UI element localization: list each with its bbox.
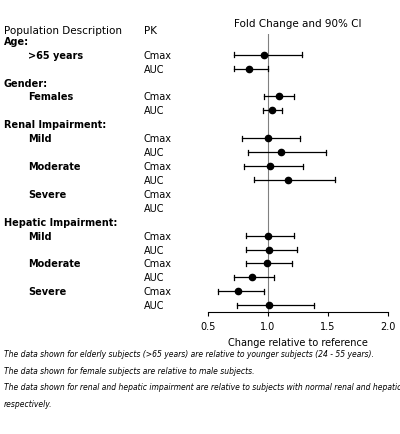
- Text: The data shown for renal and hepatic impairment are relative to subjects with no: The data shown for renal and hepatic imp…: [4, 382, 400, 391]
- Text: >65 years: >65 years: [28, 51, 83, 60]
- Text: Cmax: Cmax: [144, 51, 172, 60]
- Text: Cmax: Cmax: [144, 92, 172, 102]
- Text: Mild: Mild: [28, 231, 52, 241]
- Text: AUC: AUC: [144, 245, 164, 255]
- Text: AUC: AUC: [144, 204, 164, 213]
- Text: Cmax: Cmax: [144, 162, 172, 171]
- Text: PK: PK: [144, 26, 157, 36]
- X-axis label: Change relative to reference: Change relative to reference: [228, 337, 368, 347]
- Text: Mild: Mild: [28, 134, 52, 144]
- Text: Severe: Severe: [28, 190, 66, 199]
- Text: Cmax: Cmax: [144, 134, 172, 144]
- Text: AUC: AUC: [144, 148, 164, 158]
- Text: Moderate: Moderate: [28, 162, 80, 171]
- Text: Renal Impairment:: Renal Impairment:: [4, 120, 106, 130]
- Text: Gender:: Gender:: [4, 79, 48, 88]
- Text: AUC: AUC: [144, 65, 164, 74]
- Text: AUC: AUC: [144, 273, 164, 283]
- Text: Age:: Age:: [4, 37, 29, 46]
- Text: AUC: AUC: [144, 106, 164, 116]
- Text: Cmax: Cmax: [144, 190, 172, 199]
- Text: The data shown for female subjects are relative to male subjects.: The data shown for female subjects are r…: [4, 366, 254, 375]
- Text: The data shown for elderly subjects (>65 years) are relative to younger subjects: The data shown for elderly subjects (>65…: [4, 349, 374, 358]
- Text: AUC: AUC: [144, 301, 164, 310]
- Text: Hepatic Impairment:: Hepatic Impairment:: [4, 217, 117, 227]
- Text: respectively.: respectively.: [4, 399, 52, 408]
- Text: Females: Females: [28, 92, 73, 102]
- Text: Cmax: Cmax: [144, 259, 172, 269]
- Text: Severe: Severe: [28, 287, 66, 296]
- Text: Fold Change and 90% CI: Fold Change and 90% CI: [234, 19, 362, 29]
- Text: Cmax: Cmax: [144, 231, 172, 241]
- Text: Population Description: Population Description: [4, 26, 122, 36]
- Text: AUC: AUC: [144, 176, 164, 185]
- Text: Cmax: Cmax: [144, 287, 172, 296]
- Text: Moderate: Moderate: [28, 259, 80, 269]
